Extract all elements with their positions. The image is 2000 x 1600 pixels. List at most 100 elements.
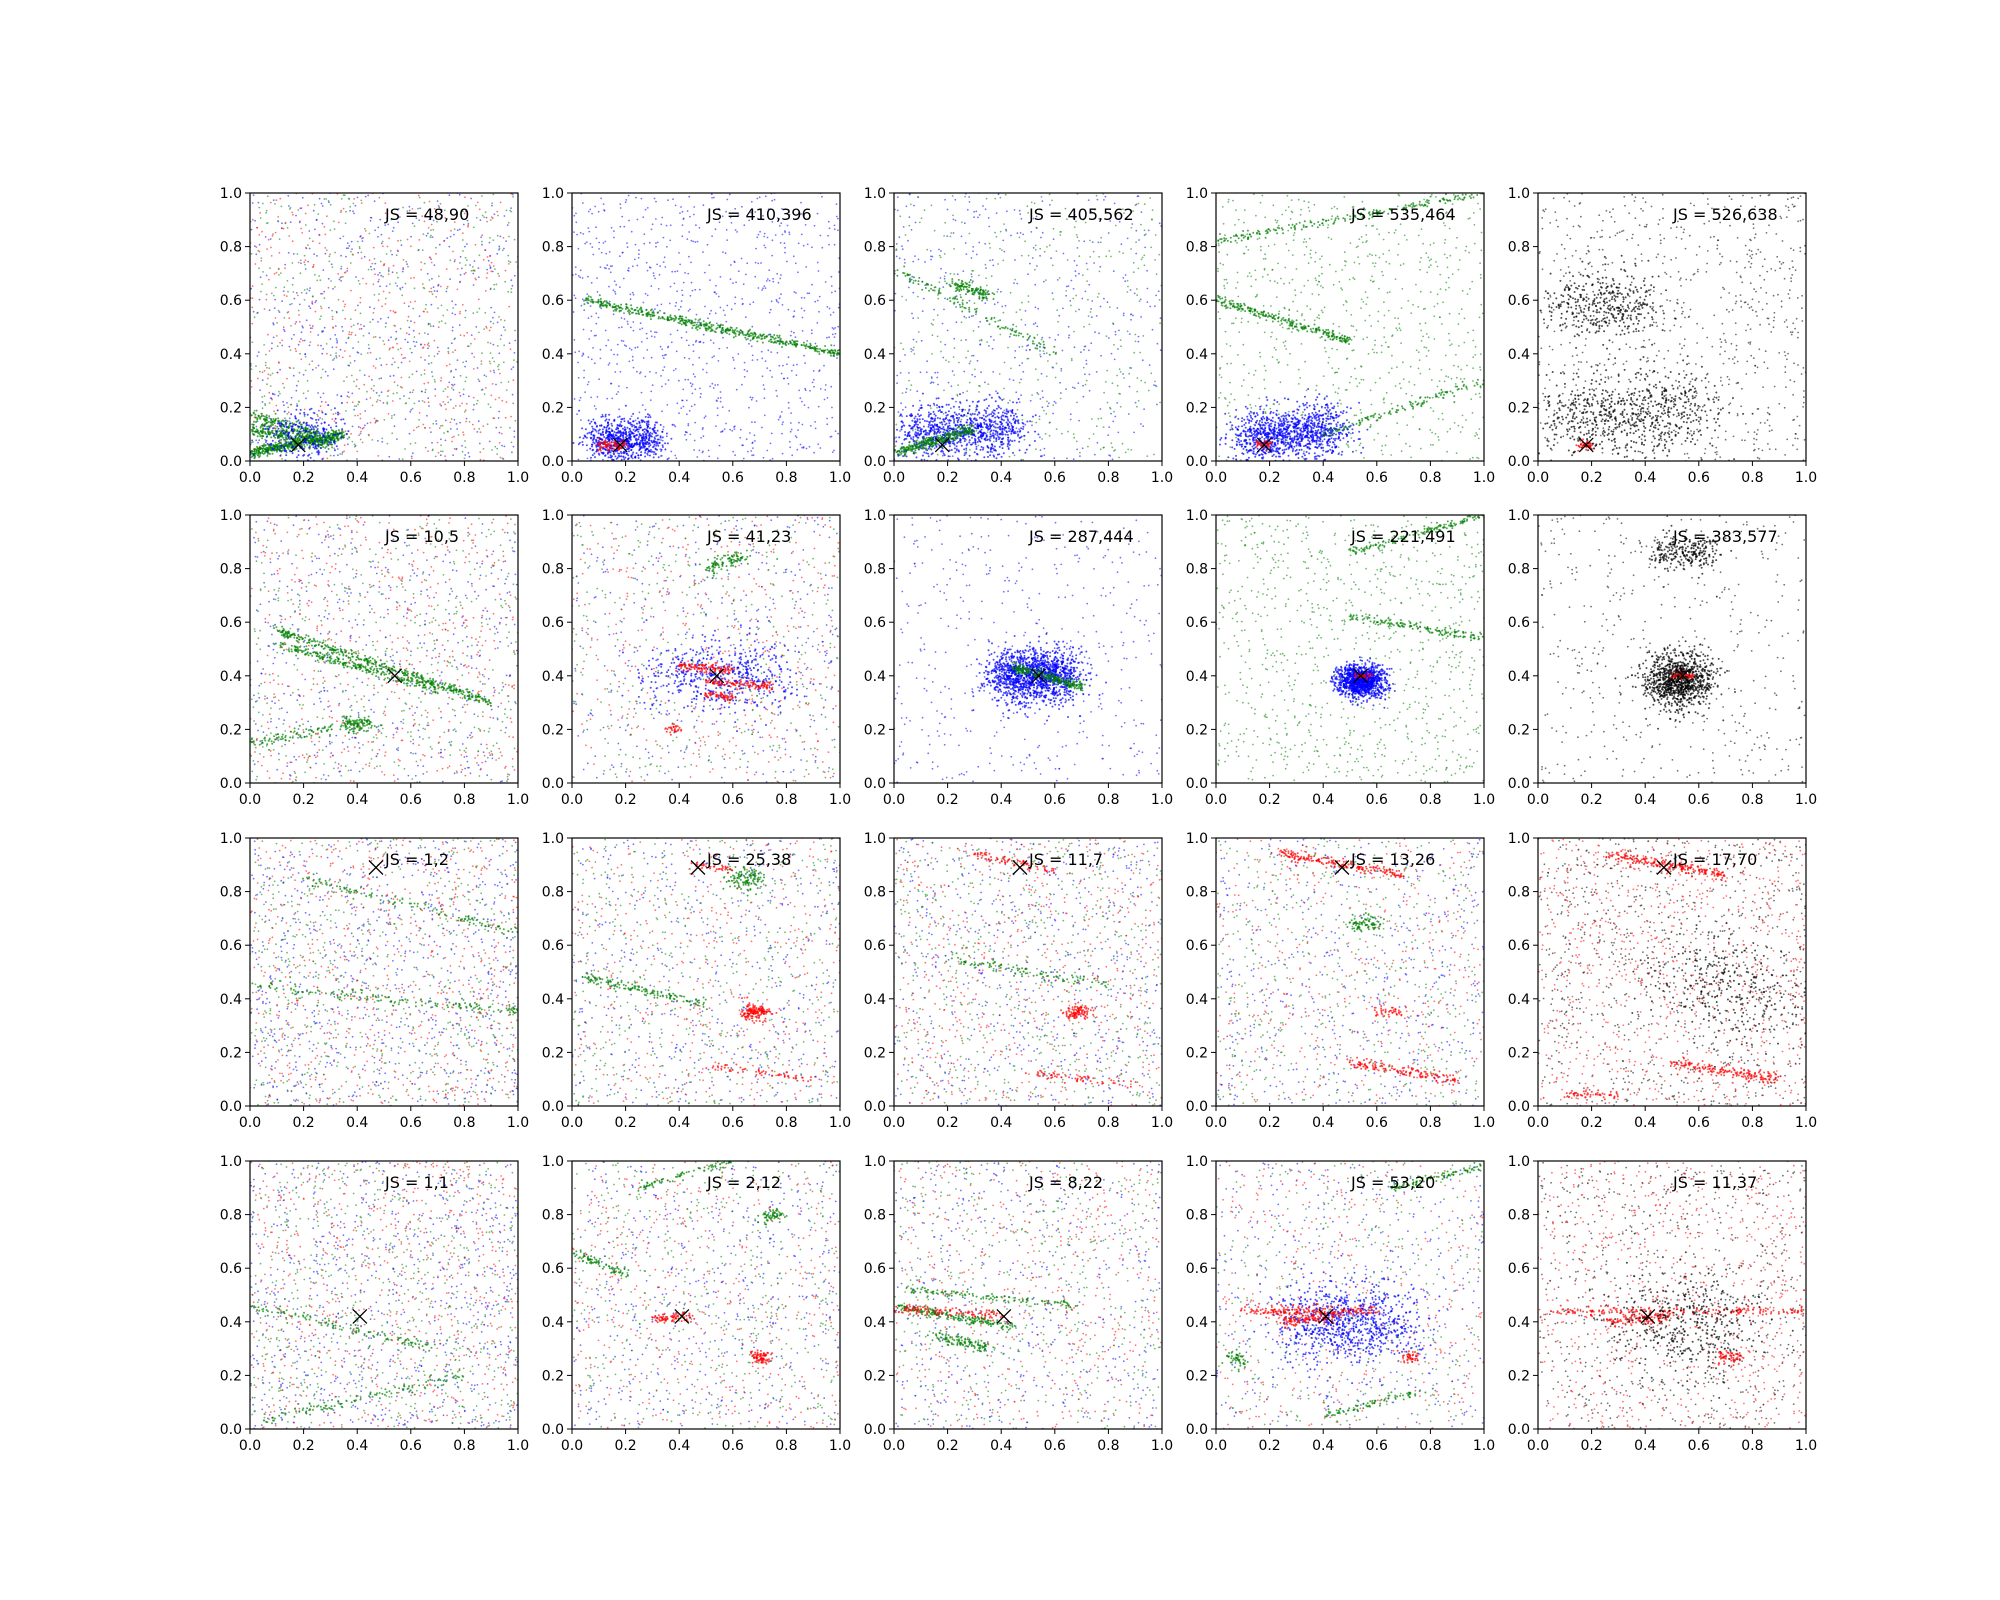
scatter-point — [598, 378, 600, 381]
scatter-point — [507, 260, 510, 263]
scatter-point — [751, 325, 754, 328]
scatter-point — [411, 457, 413, 460]
scatter-point — [631, 359, 634, 362]
scatter-point — [590, 358, 593, 361]
scatter-point — [604, 419, 607, 422]
scatter-point — [1134, 333, 1137, 336]
scatter-point — [637, 309, 640, 312]
scatter-point — [587, 227, 590, 229]
scatter-point — [401, 286, 404, 289]
scatter-point — [255, 421, 257, 423]
scatter-point — [269, 443, 272, 446]
scatter-point — [265, 298, 268, 301]
scatter-point — [694, 340, 697, 343]
scatter-point — [411, 373, 414, 376]
scatter-point — [259, 276, 262, 279]
scatter-point — [283, 442, 286, 445]
scatter-point — [343, 444, 346, 447]
scatter-point — [650, 285, 653, 287]
scatter-point — [687, 378, 690, 381]
scatter-point — [599, 304, 602, 307]
scatter-point — [623, 426, 626, 429]
scatter-point — [646, 413, 649, 416]
scatter-point — [602, 242, 605, 244]
scatter-point — [766, 236, 769, 239]
scatter-point — [490, 326, 492, 329]
scatter-point — [595, 322, 598, 325]
scatter-point — [597, 449, 600, 452]
scatter-point — [345, 433, 348, 436]
scatter-point — [786, 363, 788, 366]
scatter-point — [418, 315, 421, 317]
scatter-point — [648, 445, 651, 448]
scatter-point — [380, 391, 383, 394]
scatter-point — [286, 402, 288, 404]
scatter-point — [318, 436, 321, 439]
scatter-point — [277, 442, 280, 445]
scatter-point — [370, 387, 373, 390]
x-tick-label: 0.0 — [239, 470, 261, 486]
scatter-point — [429, 323, 431, 325]
scatter-point — [627, 194, 630, 197]
scatter-point — [387, 223, 390, 226]
scatter-point — [769, 334, 772, 336]
scatter-point — [573, 294, 576, 297]
scatter-point — [369, 216, 372, 219]
scatter-point — [512, 379, 515, 382]
scatter-point — [452, 407, 455, 409]
scatter-point — [258, 451, 261, 454]
scatter-point — [388, 291, 391, 294]
scatter-point — [491, 270, 494, 273]
scatter-point — [837, 349, 840, 352]
scatter-point — [738, 333, 741, 336]
scatter-point — [284, 434, 287, 437]
scatter-point — [382, 264, 385, 267]
scatter-point — [649, 427, 651, 430]
scatter-point — [690, 385, 693, 388]
scatter-point — [373, 268, 376, 270]
scatter-point — [598, 248, 600, 250]
scatter-point — [573, 339, 576, 341]
scatter-point — [496, 252, 499, 255]
scatter-point — [620, 455, 623, 458]
scatter-point — [357, 403, 359, 406]
scatter-point — [384, 224, 387, 227]
scatter-point — [779, 416, 781, 419]
scatter-point — [334, 417, 337, 420]
scatter-point — [440, 377, 443, 379]
scatter-point — [504, 280, 507, 283]
scatter-point — [610, 437, 613, 440]
scatter-point — [364, 195, 367, 198]
scatter-point — [787, 356, 790, 359]
scatter-point — [704, 305, 706, 308]
scatter-point — [615, 462, 617, 464]
scatter-point — [597, 439, 600, 442]
scatter-point — [371, 404, 374, 407]
scatter-point — [734, 207, 737, 210]
scatter-point — [838, 271, 840, 273]
scatter-point — [284, 263, 287, 266]
scatter-point — [318, 432, 321, 435]
scatter-point — [385, 297, 387, 300]
scatter-point — [408, 376, 411, 379]
scatter-point — [763, 285, 766, 287]
scatter-point — [750, 398, 753, 401]
scatter-point — [253, 427, 255, 430]
scatter-point — [439, 425, 442, 427]
scatter-point — [794, 435, 797, 437]
scatter-point — [691, 289, 694, 292]
scatter-point — [632, 321, 635, 323]
scatter-point — [499, 235, 502, 238]
scatter-point — [418, 418, 420, 421]
scatter-point — [265, 211, 267, 214]
scatter-point — [589, 456, 592, 459]
scatter-point — [301, 339, 304, 342]
scatter-point — [272, 418, 275, 420]
scatter-point — [452, 454, 454, 456]
scatter-point — [336, 341, 338, 344]
scatter-point — [636, 370, 638, 373]
scatter-point — [630, 456, 633, 459]
scatter-point — [617, 444, 620, 447]
scatter-point — [633, 426, 636, 429]
scatter-point — [386, 395, 389, 397]
